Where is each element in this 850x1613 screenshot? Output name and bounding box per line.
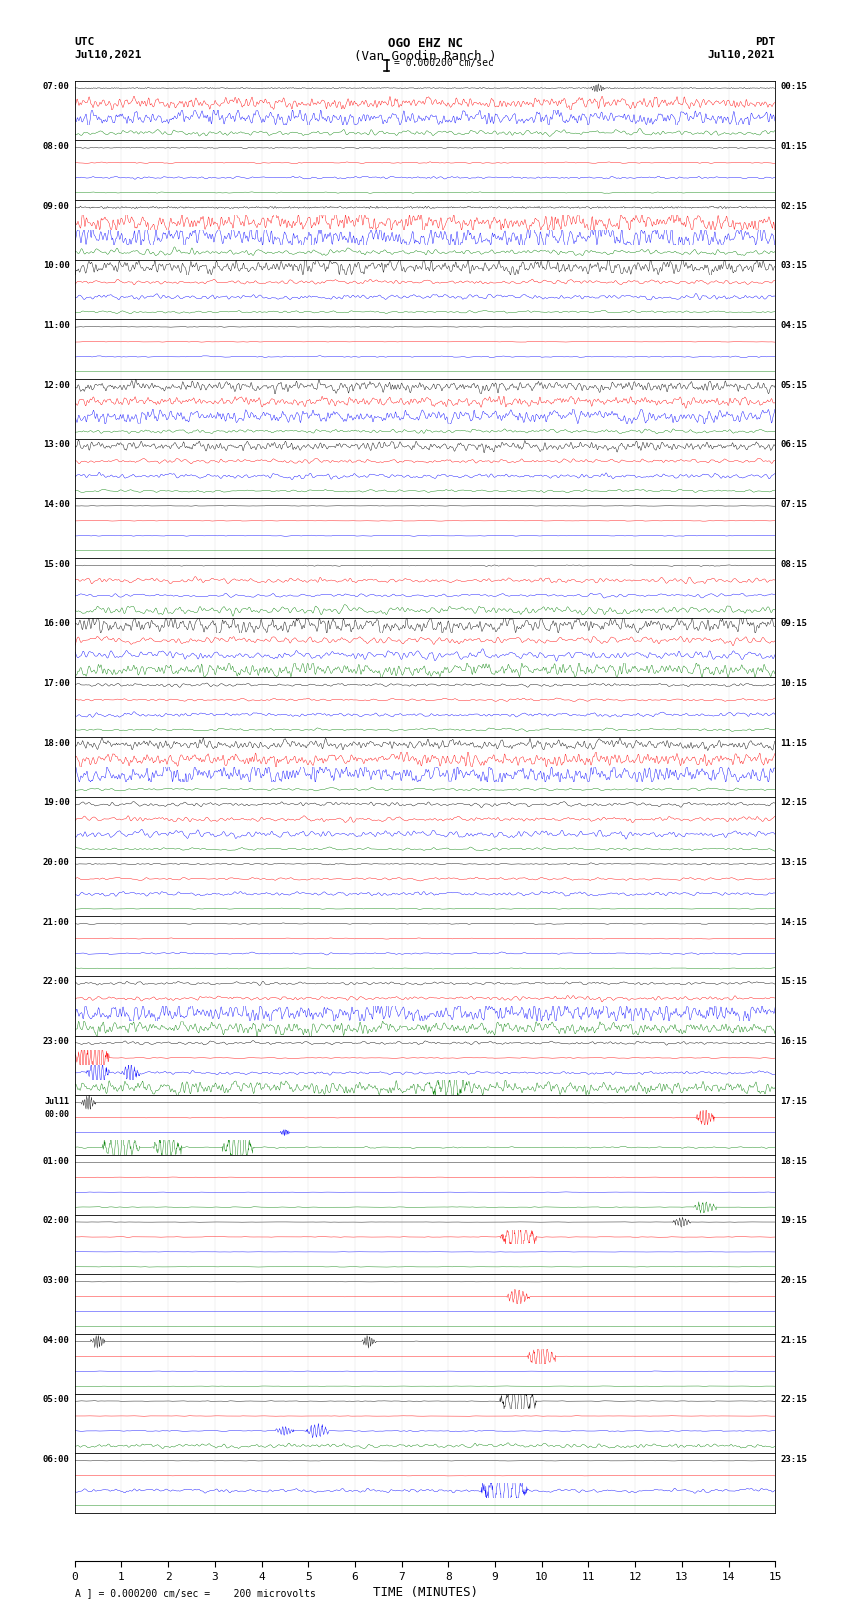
Text: 09:00: 09:00	[42, 202, 70, 211]
Text: 12:00: 12:00	[42, 381, 70, 390]
Text: 01:00: 01:00	[42, 1157, 70, 1166]
Text: 00:00: 00:00	[45, 1110, 70, 1119]
Text: 18:15: 18:15	[780, 1157, 808, 1166]
Text: Jul10,2021: Jul10,2021	[75, 50, 142, 60]
Text: 09:15: 09:15	[780, 619, 808, 629]
Text: A ] = 0.000200 cm/sec =    200 microvolts: A ] = 0.000200 cm/sec = 200 microvolts	[75, 1589, 315, 1598]
Text: 19:00: 19:00	[42, 798, 70, 808]
X-axis label: TIME (MINUTES): TIME (MINUTES)	[372, 1586, 478, 1598]
Text: 20:15: 20:15	[780, 1276, 808, 1286]
Text: UTC: UTC	[75, 37, 95, 47]
Text: 07:15: 07:15	[780, 500, 808, 510]
Text: 06:15: 06:15	[780, 440, 808, 450]
Text: 05:00: 05:00	[42, 1395, 70, 1405]
Text: 10:15: 10:15	[780, 679, 808, 689]
Text: 23:00: 23:00	[42, 1037, 70, 1047]
Text: 15:00: 15:00	[42, 560, 70, 569]
Text: 03:00: 03:00	[42, 1276, 70, 1286]
Text: 22:15: 22:15	[780, 1395, 808, 1405]
Text: 15:15: 15:15	[780, 977, 808, 987]
Text: 16:15: 16:15	[780, 1037, 808, 1047]
Text: 13:00: 13:00	[42, 440, 70, 450]
Text: 11:15: 11:15	[780, 739, 808, 748]
Text: 03:15: 03:15	[780, 261, 808, 271]
Text: 14:00: 14:00	[42, 500, 70, 510]
Text: 23:15: 23:15	[780, 1455, 808, 1465]
Text: 07:00: 07:00	[42, 82, 70, 92]
Text: 04:15: 04:15	[780, 321, 808, 331]
Text: 12:15: 12:15	[780, 798, 808, 808]
Text: 20:00: 20:00	[42, 858, 70, 868]
Text: 17:00: 17:00	[42, 679, 70, 689]
Text: = 0.000200 cm/sec: = 0.000200 cm/sec	[394, 58, 493, 68]
Text: 16:00: 16:00	[42, 619, 70, 629]
Text: 18:00: 18:00	[42, 739, 70, 748]
Text: 05:15: 05:15	[780, 381, 808, 390]
Text: (Van Goodin Ranch ): (Van Goodin Ranch )	[354, 50, 496, 63]
Text: OGO EHZ NC: OGO EHZ NC	[388, 37, 462, 50]
Text: 06:00: 06:00	[42, 1455, 70, 1465]
Text: 19:15: 19:15	[780, 1216, 808, 1226]
Text: 08:00: 08:00	[42, 142, 70, 152]
Text: 10:00: 10:00	[42, 261, 70, 271]
Text: 22:00: 22:00	[42, 977, 70, 987]
Text: 08:15: 08:15	[780, 560, 808, 569]
Text: 02:00: 02:00	[42, 1216, 70, 1226]
Text: Jul10,2021: Jul10,2021	[708, 50, 775, 60]
Text: 11:00: 11:00	[42, 321, 70, 331]
Text: 01:15: 01:15	[780, 142, 808, 152]
Text: PDT: PDT	[755, 37, 775, 47]
Text: 00:15: 00:15	[780, 82, 808, 92]
Text: 02:15: 02:15	[780, 202, 808, 211]
Text: 04:00: 04:00	[42, 1336, 70, 1345]
Text: Jul11: Jul11	[45, 1097, 70, 1107]
Text: 13:15: 13:15	[780, 858, 808, 868]
Text: 17:15: 17:15	[780, 1097, 808, 1107]
Text: 21:00: 21:00	[42, 918, 70, 927]
Text: 21:15: 21:15	[780, 1336, 808, 1345]
Text: 14:15: 14:15	[780, 918, 808, 927]
